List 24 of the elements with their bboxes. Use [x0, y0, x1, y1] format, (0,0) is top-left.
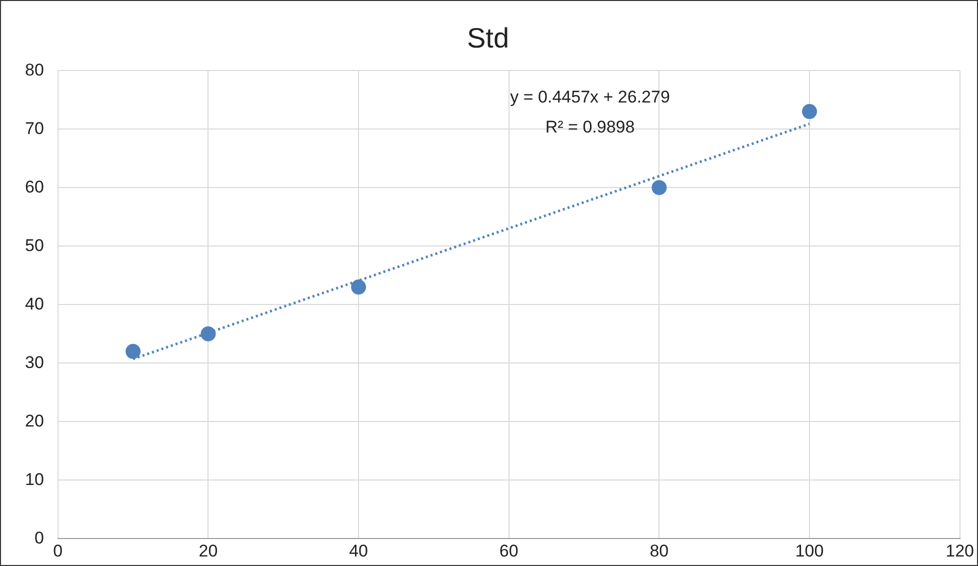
- x-tick-label: 20: [198, 541, 218, 560]
- x-tick-label: 100: [795, 541, 824, 560]
- y-tick-label: 10: [24, 470, 44, 489]
- y-tick-label: 80: [24, 60, 44, 80]
- x-tick-label: 0: [53, 541, 63, 560]
- annotation: R² = 0.9898: [545, 117, 635, 136]
- point: [802, 104, 817, 120]
- y-tick-label: 20: [24, 411, 44, 430]
- y-tick-label: 50: [24, 236, 44, 255]
- x-tick-label: 60: [499, 541, 518, 560]
- point: [200, 326, 216, 342]
- y-tick-label: 60: [24, 177, 44, 196]
- y-tick-label: 70: [24, 118, 44, 138]
- y-tick-label: 0: [34, 528, 44, 548]
- x-tick-label: 80: [650, 541, 669, 560]
- chart-title: Std: [466, 22, 510, 54]
- x-tick-label: 40: [349, 541, 368, 560]
- point: [351, 280, 366, 295]
- annotation: y = 0.4457x + 26.279: [510, 87, 670, 106]
- x-tick-label: 120: [946, 541, 974, 560]
- y-tick-label: 40: [24, 294, 44, 314]
- point: [652, 180, 667, 196]
- point: [126, 344, 141, 359]
- y-tick-label: 30: [24, 352, 44, 372]
